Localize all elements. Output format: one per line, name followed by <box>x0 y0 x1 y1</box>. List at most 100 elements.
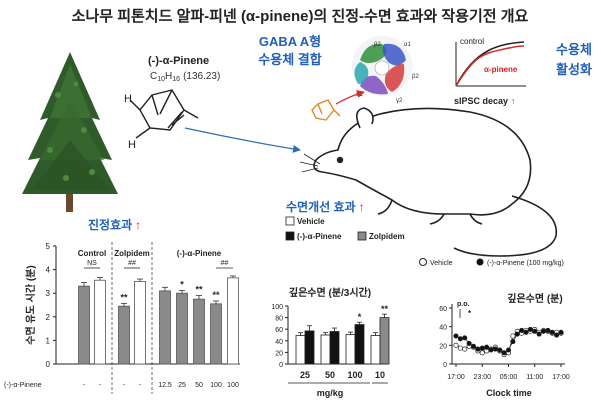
x-tick-label: 05:00 <box>500 374 518 381</box>
y-tick-label: 0 <box>279 362 283 369</box>
x-tick-label: 17:00 <box>447 374 465 381</box>
subunit-label: α1 <box>404 42 411 48</box>
sedative-effect-label: 진정효과 ↑ <box>88 217 141 232</box>
y-tick-label: 40 <box>275 339 283 346</box>
x-tick-label: 100 <box>347 370 362 380</box>
legend-marker <box>476 258 484 266</box>
sleep-effect-label: 수면개선 효과 ↑ <box>286 199 365 214</box>
group-label: (-)-α-Pinene <box>177 249 222 258</box>
legend-swatch <box>285 231 295 241</box>
data-point <box>453 333 459 339</box>
chart-title: 깊은수면 (분/3시간) <box>289 286 371 299</box>
data-point <box>501 350 507 356</box>
bar <box>176 292 188 365</box>
x-tick-label: - <box>123 382 126 389</box>
data-point <box>519 327 525 333</box>
x-tick-label: 50 <box>325 370 335 380</box>
pinene-small-icon <box>311 99 341 121</box>
molecule-block: (-)-α-Pinene C10H16 (136.23) H H <box>124 55 220 151</box>
y-tick-label: 5 <box>46 242 51 251</box>
x-tick-label: - <box>83 382 86 389</box>
legend-label: Zolpidem <box>369 232 405 241</box>
group-label: Control <box>78 249 106 258</box>
x-tick-label: 25 <box>300 370 310 380</box>
subunit-label: β2 <box>374 42 381 48</box>
gaba-label-1: GABA A형 <box>259 34 321 49</box>
y-tick-label: 4 <box>46 266 51 275</box>
legend-swatch <box>357 231 367 241</box>
x-tick-label: 100 <box>227 382 239 389</box>
y-tick-label: 1 <box>46 336 51 345</box>
molecule-name: (-)-α-Pinene <box>148 55 209 67</box>
legend-swatch <box>285 216 295 226</box>
gaba-label-2: 수용체 결합 <box>258 52 321 67</box>
x-tick-label: 11:00 <box>526 374 543 381</box>
y-tick-label: 3 <box>46 289 51 298</box>
data-point <box>462 335 468 341</box>
legend-label: Vehicle <box>297 217 325 226</box>
bar <box>78 285 90 365</box>
x-axis-label: Clock time <box>486 388 532 398</box>
legend-marker <box>419 258 427 266</box>
data-point <box>558 329 564 335</box>
data-point <box>523 329 529 335</box>
receptor-label-1: 수용체 <box>556 42 592 57</box>
data-point <box>457 336 463 342</box>
sipsc-curve-panel <box>455 41 526 87</box>
significance-marker: ** <box>195 285 203 295</box>
x-tick-label: 17:00 <box>552 374 570 381</box>
bar <box>345 334 356 365</box>
chart-title: 깊은수면 (분) <box>507 292 562 305</box>
x-tick-label: 25 <box>178 382 186 389</box>
data-point <box>488 347 494 353</box>
bar <box>329 331 340 365</box>
x-tick-label: - <box>139 382 142 389</box>
data-point <box>510 333 516 339</box>
deep-sleep-bar-chart: Vehicle (-)-α-Pinene Zolpidem 깊은수면 (분/3시간) 0… <box>271 216 405 398</box>
comparison-label: NS <box>87 260 97 267</box>
data-point <box>549 329 555 335</box>
legend-label: (-)-α-Pinene (100 mg/kg) <box>487 260 564 267</box>
x-tick-label: 50 <box>195 382 203 389</box>
data-point <box>510 339 516 345</box>
curve-control-label: control <box>460 37 484 46</box>
bar <box>354 324 365 365</box>
bar <box>134 280 146 365</box>
data-point <box>457 345 463 351</box>
rat-illustration <box>299 107 558 257</box>
molecule-formula: C10H16 (136.23) <box>150 71 220 83</box>
data-point <box>540 328 547 334</box>
bar <box>370 335 381 365</box>
molecule-weight: (136.23) <box>183 71 220 82</box>
bar <box>159 290 171 365</box>
y-tick-label: 80 <box>275 316 283 323</box>
data-point <box>479 350 485 356</box>
significance-marker: ** <box>381 304 389 314</box>
x-tick-label: 12.5 <box>158 382 172 389</box>
data-point <box>514 331 520 337</box>
binding-red-arrow <box>335 90 365 105</box>
sipsc-label: sIPSC decay ↑ <box>454 96 516 106</box>
y-axis-label: 수면 유도 시간 (분) <box>24 265 37 344</box>
data-point <box>545 327 551 333</box>
binding-arrow <box>184 127 301 153</box>
significance-marker: ** <box>212 290 220 300</box>
comparison-label: ## <box>128 260 136 267</box>
bar <box>94 279 106 365</box>
bar <box>304 330 315 365</box>
subunit-label: β2 <box>412 74 419 80</box>
data-point <box>536 331 542 337</box>
data-point <box>479 345 485 351</box>
data-point <box>470 343 477 349</box>
receptor-label-2: 활성화 <box>556 62 592 77</box>
bar <box>227 277 239 365</box>
bar <box>193 298 205 365</box>
bar <box>295 335 306 365</box>
subunit-label: γ2 <box>396 98 403 104</box>
significance-marker: ** <box>120 292 128 302</box>
y-tick-label: 60 <box>439 306 447 313</box>
y-tick-label: 20 <box>275 350 283 357</box>
bar <box>118 305 130 365</box>
